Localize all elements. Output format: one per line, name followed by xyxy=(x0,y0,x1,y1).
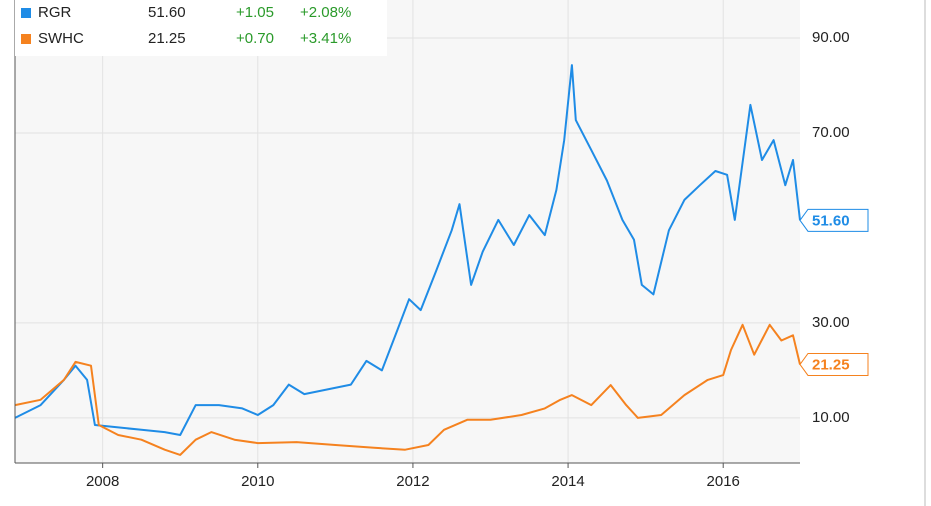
x-tick-label: 2014 xyxy=(551,473,584,490)
y-tick-label: 30.00 xyxy=(812,314,850,331)
y-tick-label: 10.00 xyxy=(812,409,850,426)
price-tag-box xyxy=(799,352,869,376)
x-tick-label: 2008 xyxy=(86,473,119,490)
price-tag-box xyxy=(799,208,869,232)
legend-name: RGR xyxy=(38,4,72,21)
legend-change: +0.70 xyxy=(236,30,274,47)
x-tick-label: 2012 xyxy=(396,473,429,490)
y-tick-label: 90.00 xyxy=(812,29,850,46)
legend-change-pct: +3.41% xyxy=(300,30,351,47)
plot-area xyxy=(15,0,800,463)
legend-swatch xyxy=(21,8,31,18)
legend-price: 21.25 xyxy=(148,30,186,47)
legend-price: 51.60 xyxy=(148,4,186,21)
y-tick-label: 70.00 xyxy=(812,124,850,141)
legend-change: +1.05 xyxy=(236,4,274,21)
legend-swatch xyxy=(21,34,31,44)
price-tag: 21.25 xyxy=(812,356,850,373)
series-line xyxy=(14,64,801,436)
x-tick-label: 2010 xyxy=(241,473,274,490)
legend-name: SWHC xyxy=(38,30,84,47)
x-tick-label: 2016 xyxy=(707,473,740,490)
legend-change-pct: +2.08% xyxy=(300,4,351,21)
series-line xyxy=(14,323,801,456)
legend-box xyxy=(15,0,387,56)
price-tag: 51.60 xyxy=(812,212,850,229)
